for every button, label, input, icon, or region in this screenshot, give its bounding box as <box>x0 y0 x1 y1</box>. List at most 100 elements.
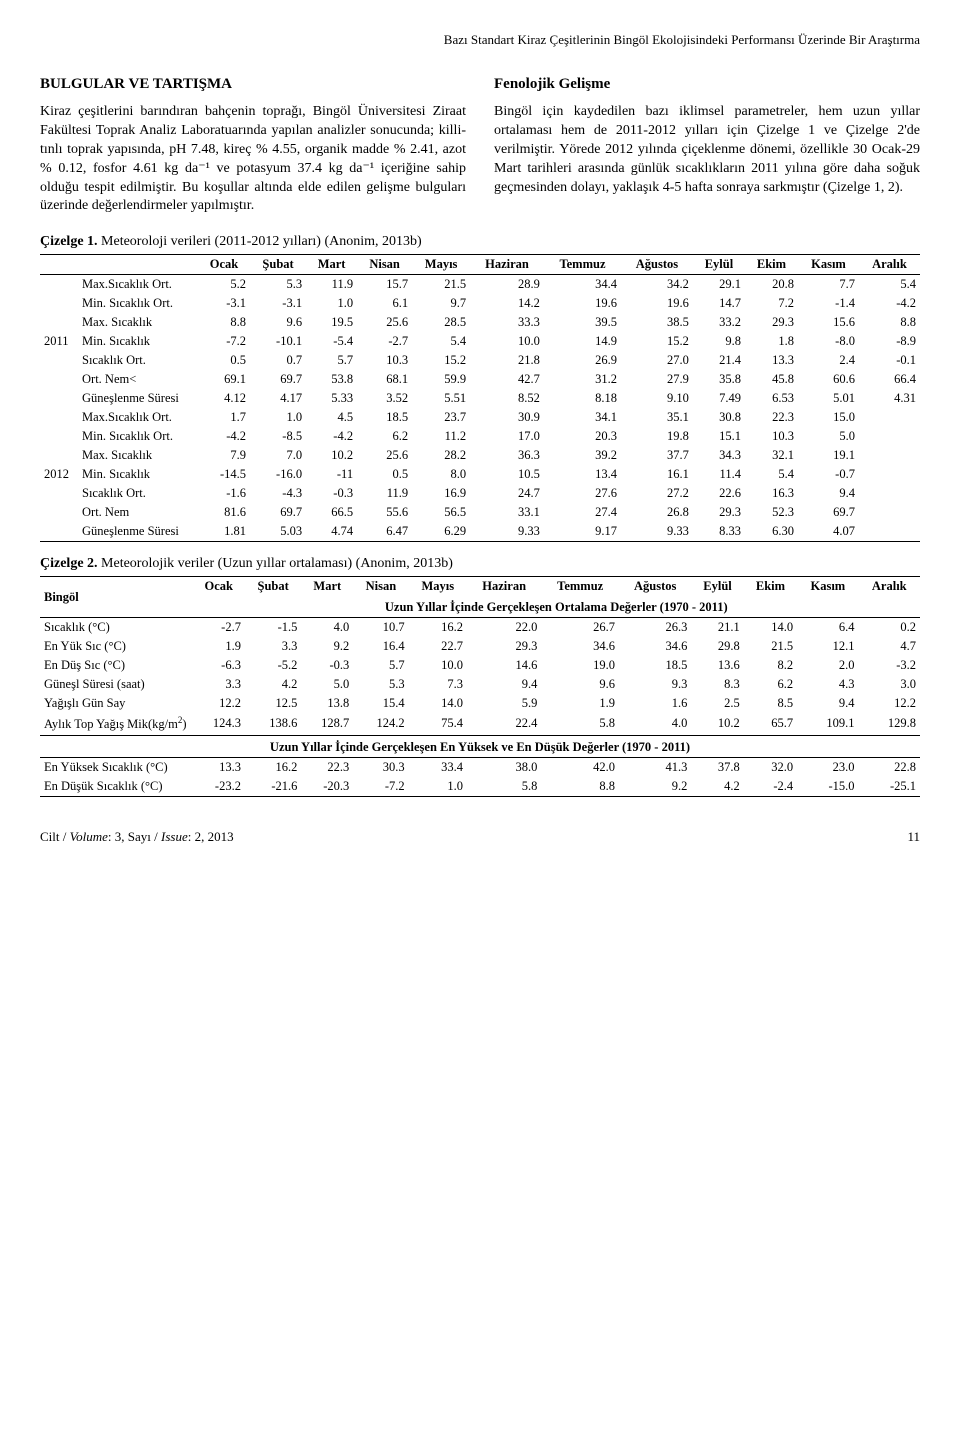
data-cell: 1.81 <box>198 522 250 542</box>
table-col-header: Ağustos <box>621 255 693 275</box>
data-cell: 109.1 <box>797 713 858 735</box>
data-cell: 34.6 <box>541 637 619 656</box>
table-row: Sıcaklık Ort.0.50.75.710.315.221.826.927… <box>40 351 920 370</box>
data-cell: -4.2 <box>306 427 357 446</box>
data-cell: 8.0 <box>412 465 470 484</box>
data-cell: 4.74 <box>306 522 357 542</box>
data-cell: 6.4 <box>797 618 858 638</box>
data-cell: -1.4 <box>798 294 859 313</box>
data-cell: 27.4 <box>544 503 621 522</box>
data-cell: 21.8 <box>470 351 544 370</box>
table-row: 2012Max.Sıcaklık Ort.1.71.04.518.523.730… <box>40 408 920 427</box>
data-cell: 2.0 <box>797 656 858 675</box>
data-cell: 69.7 <box>250 370 306 389</box>
table-col-header: Ekim <box>744 577 797 597</box>
data-cell: 10.0 <box>409 656 467 675</box>
data-cell: 25.6 <box>357 446 412 465</box>
data-cell: 0.2 <box>859 618 920 638</box>
data-cell: 56.5 <box>412 503 470 522</box>
data-cell: 7.2 <box>745 294 798 313</box>
data-cell: -5.4 <box>306 332 357 351</box>
data-cell: 26.7 <box>541 618 619 638</box>
data-cell: 69.1 <box>198 370 250 389</box>
data-cell: -0.3 <box>306 484 357 503</box>
data-cell: 9.4 <box>798 484 859 503</box>
table-col-header: Eylül <box>691 577 743 597</box>
data-cell: 52.3 <box>745 503 798 522</box>
table2-body-avg: Sıcaklık (°C)-2.7-1.54.010.716.222.026.7… <box>40 618 920 735</box>
data-cell: 5.7 <box>306 351 357 370</box>
table-row: Min. Sıcaklık-14.5-16.0-110.58.010.513.4… <box>40 465 920 484</box>
data-cell: 14.0 <box>744 618 797 638</box>
table-row: Sıcaklık Ort.-1.6-4.3-0.311.916.924.727.… <box>40 484 920 503</box>
data-cell: 9.4 <box>797 694 858 713</box>
footer-cilt: Cilt / <box>40 829 70 844</box>
data-cell: 39.5 <box>544 313 621 332</box>
data-cell: -4.2 <box>859 294 920 313</box>
row-label: Min. Sıcaklık Ort. <box>78 294 198 313</box>
data-cell: 1.9 <box>193 637 245 656</box>
data-cell: -6.3 <box>193 656 245 675</box>
data-cell: -20.3 <box>301 777 353 797</box>
table-col-header: Şubat <box>245 577 301 597</box>
data-cell: 19.8 <box>621 427 693 446</box>
row-label: Min. Sıcaklık Ort. <box>78 427 198 446</box>
data-cell: 12.2 <box>859 694 920 713</box>
table-row: Min. Sıcaklık Ort.-4.2-8.5-4.26.211.217.… <box>40 427 920 446</box>
data-cell: 45.8 <box>745 370 798 389</box>
data-cell: 14.2 <box>470 294 544 313</box>
right-column: Fenolojik Gelişme Bingöl için kaydedilen… <box>494 72 920 216</box>
data-cell: 30.3 <box>353 757 408 777</box>
data-cell: 28.5 <box>412 313 470 332</box>
data-cell: 4.3 <box>797 675 858 694</box>
data-cell: 23.7 <box>412 408 470 427</box>
table-row: Sıcaklık (°C)-2.7-1.54.010.716.222.026.7… <box>40 618 920 638</box>
data-cell: 25.6 <box>357 313 412 332</box>
data-cell: -4.2 <box>198 427 250 446</box>
data-cell: 19.0 <box>541 656 619 675</box>
table1-caption: Çizelge 1. Meteoroloji verileri (2011-20… <box>40 234 920 250</box>
table-col-header: Nisan <box>357 255 412 275</box>
data-cell: 33.4 <box>409 757 467 777</box>
data-cell: 59.9 <box>412 370 470 389</box>
table-col-header: Mart <box>306 255 357 275</box>
row-label: Güneşl Süresi (saat) <box>40 675 193 694</box>
table-row: Aylık Top Yağış Mik(kg/m2)124.3138.6128.… <box>40 713 920 735</box>
data-cell: 37.7 <box>621 446 693 465</box>
data-cell: 5.9 <box>467 694 541 713</box>
footer-volume-i: Volume <box>70 829 108 844</box>
data-cell: -1.6 <box>198 484 250 503</box>
data-cell: 5.2 <box>198 275 250 295</box>
data-cell: 9.17 <box>544 522 621 542</box>
data-cell: 55.6 <box>357 503 412 522</box>
data-cell: 16.2 <box>245 757 301 777</box>
data-cell: 9.8 <box>693 332 745 351</box>
data-cell: 19.1 <box>798 446 859 465</box>
data-cell: 7.9 <box>198 446 250 465</box>
data-cell: 24.7 <box>470 484 544 503</box>
row-label: Yağışlı Gün Say <box>40 694 193 713</box>
data-cell: 28.9 <box>470 275 544 295</box>
data-cell: 4.12 <box>198 389 250 408</box>
data-cell: 3.52 <box>357 389 412 408</box>
data-cell: 4.07 <box>798 522 859 542</box>
row-label: En Düş Sıc (°C) <box>40 656 193 675</box>
data-cell: -1.5 <box>245 618 301 638</box>
data-cell: 124.2 <box>353 713 408 735</box>
data-cell: 8.5 <box>744 694 797 713</box>
table-row: En Yüksek Sıcaklık (°C)13.316.222.330.33… <box>40 757 920 777</box>
data-cell: 32.0 <box>744 757 797 777</box>
data-cell: 16.2 <box>409 618 467 638</box>
data-cell: 11.9 <box>306 275 357 295</box>
data-cell: 9.6 <box>541 675 619 694</box>
table-col-header: Ağustos <box>619 577 691 597</box>
data-cell: 26.8 <box>621 503 693 522</box>
data-cell: 75.4 <box>409 713 467 735</box>
table2-body-ext: En Yüksek Sıcaklık (°C)13.316.222.330.33… <box>40 757 920 796</box>
data-cell: 21.1 <box>691 618 743 638</box>
data-cell: 4.5 <box>306 408 357 427</box>
data-cell: 5.51 <box>412 389 470 408</box>
data-cell: 15.1 <box>693 427 745 446</box>
data-cell: 37.8 <box>691 757 743 777</box>
table-col-header: Kasım <box>798 255 859 275</box>
